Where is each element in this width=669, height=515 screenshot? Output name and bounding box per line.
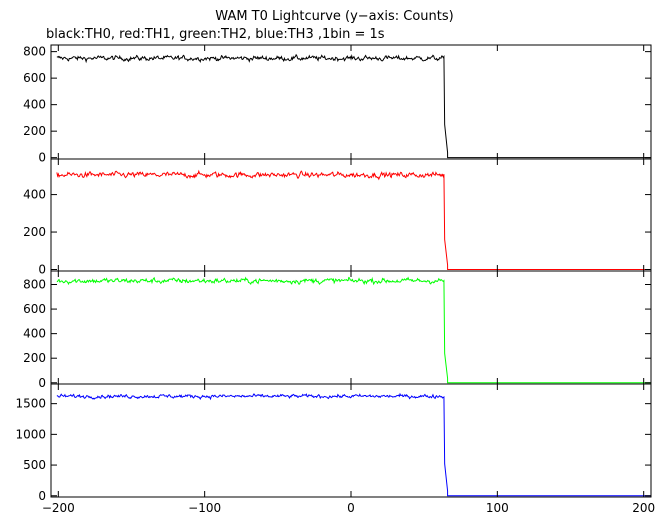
y-tick-label: 400 [23, 188, 46, 202]
chart-title: WAM T0 Lightcurve (y−axis: Counts) [215, 9, 454, 24]
series-line-th0 [56, 53, 651, 159]
y-tick-label: 500 [23, 458, 46, 472]
y-tick-label: 0 [38, 151, 46, 165]
panel-frame-2 [50, 158, 652, 272]
y-tick-label: 0 [38, 489, 46, 503]
chart-subtitle: black:TH0, red:TH1, green:TH2, blue:TH3 … [46, 27, 385, 42]
x-tick-label: 100 [486, 501, 509, 515]
panel-frame-1 [50, 44, 652, 160]
y-tick-label: 200 [23, 124, 46, 138]
series-line-th3 [56, 392, 651, 497]
y-tick-label: 200 [23, 225, 46, 239]
y-tick-label: 800 [23, 45, 46, 59]
x-tick-label: 200 [632, 501, 655, 515]
y-tick-label: 400 [23, 327, 46, 341]
y-tick-label: 1500 [15, 397, 46, 411]
x-tick-label: 0 [347, 501, 355, 515]
y-tick-label: 800 [23, 278, 46, 292]
y-tick-label: 400 [23, 98, 46, 112]
x-tick-label: −100 [188, 501, 221, 515]
y-tick-label: 1000 [15, 427, 46, 441]
y-tick-label: 0 [38, 263, 46, 277]
y-tick-label: 0 [38, 376, 46, 390]
y-tick-label: 600 [23, 302, 46, 316]
series-line-th2 [56, 276, 651, 384]
panel-frame-3 [50, 270, 652, 385]
panel-frame-4 [50, 383, 652, 498]
x-tick-label: −200 [42, 501, 75, 515]
series-line-th1 [56, 169, 651, 270]
y-tick-label: 600 [23, 71, 46, 85]
y-tick-label: 200 [23, 351, 46, 365]
